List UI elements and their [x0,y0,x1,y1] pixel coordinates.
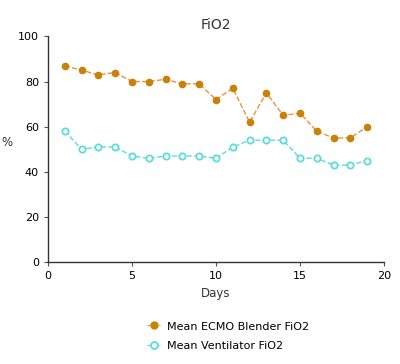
Title: FiO2: FiO2 [201,19,231,32]
X-axis label: Days: Days [201,287,231,300]
Y-axis label: %: % [1,136,12,149]
Legend: Mean ECMO Blender FiO2, Mean Ventilator FiO2: Mean ECMO Blender FiO2, Mean Ventilator … [144,318,312,355]
